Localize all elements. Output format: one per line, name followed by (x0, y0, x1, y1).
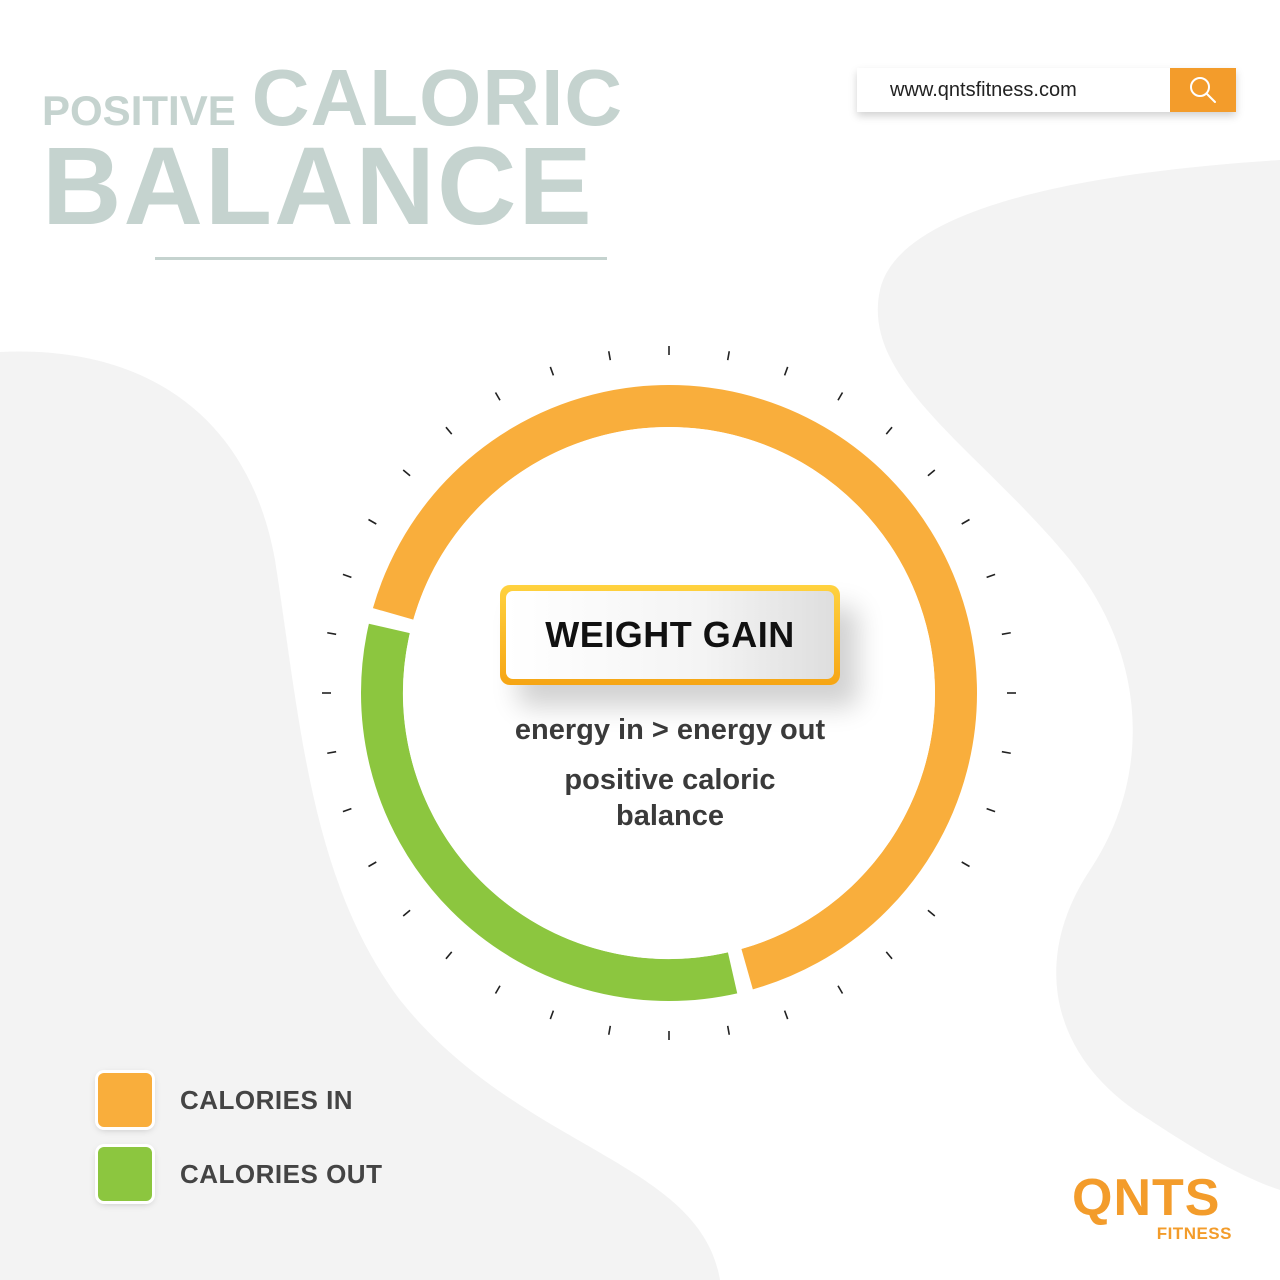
legend-label-calories-out: CALORIES OUT (180, 1158, 383, 1189)
legend-swatch-calories-in (98, 1073, 152, 1127)
tick-mark (607, 351, 612, 361)
donut-segments (361, 385, 977, 1001)
tick-mark (726, 1025, 731, 1035)
logo-main-text: QNTS (1072, 1169, 1221, 1227)
tick-mark (1001, 750, 1011, 755)
left-blob (0, 351, 720, 1280)
tick-mark (445, 426, 453, 435)
tick-mark (494, 392, 501, 401)
tick-ring (322, 346, 1016, 1040)
tick-mark (445, 951, 453, 960)
donut-segment-calories-out (361, 623, 738, 1001)
search-icon (1190, 77, 1216, 103)
tick-mark (607, 1025, 612, 1035)
tick-mark (837, 985, 844, 994)
tick-mark (961, 861, 970, 868)
tick-mark (549, 1010, 555, 1020)
tick-mark (986, 573, 996, 579)
weight-gain-label: WEIGHT GAIN (545, 614, 795, 655)
tick-mark (927, 469, 936, 477)
tick-mark (342, 807, 352, 813)
search-bar (857, 68, 1236, 112)
tick-mark (327, 750, 337, 755)
tick-mark (885, 951, 893, 960)
tick-mark (368, 518, 377, 525)
tick-mark (402, 469, 411, 477)
search-button[interactable] (1170, 68, 1236, 112)
qnts-fitness-logo: QNTS FITNESS (1068, 1172, 1238, 1246)
title-balance: BALANCE (42, 125, 594, 248)
energy-comparison: energy in > energy out (514, 714, 826, 746)
legend-item-calories-out: CALORIES OUT (98, 1147, 382, 1201)
balance-description-line2: balance (616, 800, 724, 832)
legend-item-calories-in: CALORIES IN (98, 1073, 353, 1127)
tick-mark (885, 426, 893, 435)
tick-mark (927, 909, 936, 917)
tick-mark (327, 631, 337, 636)
tick-mark (986, 807, 996, 813)
tick-mark (783, 366, 789, 376)
donut-segment-calories-in (372, 385, 977, 990)
tick-mark (402, 909, 411, 917)
tick-mark (368, 861, 377, 868)
logo-sub-text: FITNESS (1156, 1224, 1232, 1243)
tick-mark (342, 573, 352, 579)
tick-mark (1001, 631, 1011, 636)
legend-swatch-calories-out (98, 1147, 152, 1201)
balance-description-line1: positive caloric (564, 764, 776, 796)
weight-gain-badge: WEIGHT GAIN (500, 585, 840, 685)
search-input[interactable] (857, 68, 1170, 112)
tick-mark (549, 366, 555, 376)
tick-mark (961, 518, 970, 525)
legend-label-calories-in: CALORIES IN (180, 1084, 354, 1115)
tick-mark (726, 351, 731, 361)
tick-mark (494, 985, 501, 994)
title-underline (155, 257, 607, 260)
page-title: POSITIVE CALORIC BALANCE (42, 58, 623, 242)
tick-mark (783, 1010, 789, 1020)
title-positive: POSITIVE (42, 87, 236, 134)
right-blob (877, 160, 1280, 1190)
donut-inner-disc (403, 427, 935, 959)
tick-mark (837, 392, 844, 401)
title-caloric: CALORIC (251, 53, 624, 142)
balance-description: positive caloric balance (520, 762, 820, 834)
